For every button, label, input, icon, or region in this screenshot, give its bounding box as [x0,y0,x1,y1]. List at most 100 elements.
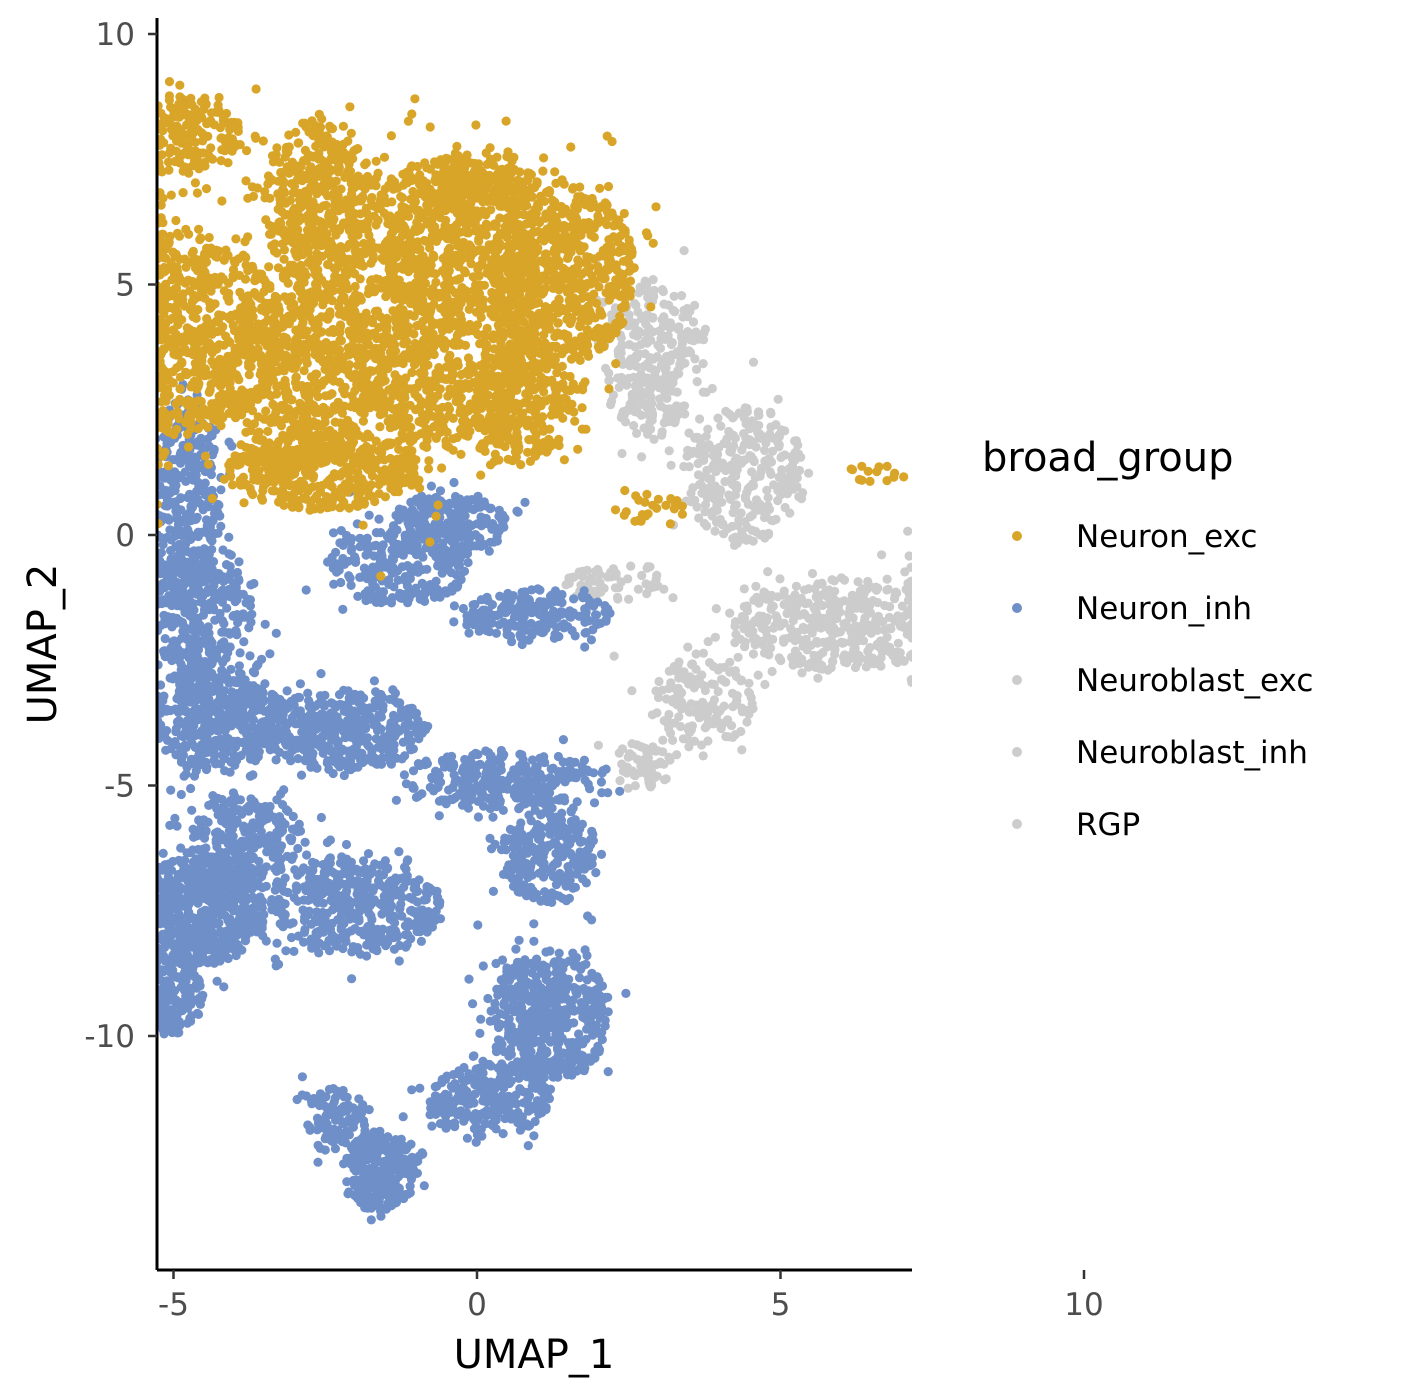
data-point [709,461,718,470]
data-point [929,668,938,677]
data-point [1238,488,1247,497]
data-point [1128,627,1137,636]
data-point [797,668,806,677]
data-point [990,664,999,673]
data-point [177,527,186,536]
data-point [800,585,809,594]
data-point [962,669,971,678]
data-point [901,623,910,632]
data-point [1149,493,1158,502]
data-point [1158,497,1167,506]
data-point [232,630,241,639]
data-point [1037,632,1046,641]
data-point [1044,624,1053,633]
data-point [1001,671,1010,680]
data-point [922,551,931,560]
data-point [981,552,990,561]
data-point [1052,520,1061,529]
data-point [1031,661,1040,670]
data-point [145,583,154,592]
data-point [664,301,673,310]
data-point [702,432,711,441]
data-point [980,564,989,573]
data-point [1161,481,1170,490]
data-point [1234,497,1243,506]
data-point [1257,507,1266,516]
data-point [236,648,245,657]
data-point [908,653,917,662]
data-point [1009,629,1018,638]
data-point [1165,563,1174,572]
data-point [1105,559,1114,568]
data-point [732,672,741,681]
data-point [985,693,994,702]
data-point [1042,649,1051,658]
data-point [975,665,984,674]
data-point [748,479,757,488]
data-point [989,703,998,712]
data-point [648,313,657,322]
data-point [971,531,980,540]
data-point [674,325,683,334]
data-point [1138,507,1147,516]
data-point [1051,577,1060,586]
data-point [1165,639,1174,648]
data-point [1223,482,1232,491]
data-point [802,624,811,633]
data-point [953,686,962,695]
data-point [1032,594,1041,603]
data-point [683,304,692,313]
data-point [986,678,995,687]
data-point [1064,521,1073,530]
data-point [1115,500,1124,509]
data-point [1009,634,1018,643]
data-point [175,716,184,725]
data-point [1012,568,1021,577]
data-point [564,573,573,582]
data-point [977,643,986,652]
data-point [839,638,848,647]
data-point [736,727,745,736]
data-point [181,477,190,486]
data-point [938,685,947,694]
data-point [1133,576,1142,585]
data-point [937,614,946,623]
data-point [973,706,982,715]
data-point [1073,565,1082,574]
data-point [1005,594,1014,603]
data-point [644,775,653,784]
data-point [1039,651,1048,660]
data-point [1113,482,1122,491]
data-point [1184,556,1193,565]
data-point [938,615,947,624]
data-point [1023,591,1032,600]
data-point [1060,571,1069,580]
data-point [660,386,669,395]
data-point [1074,638,1083,647]
data-point [941,612,950,621]
data-point [1047,631,1056,640]
data-point [990,531,999,540]
data-point [964,587,973,596]
data-point [1001,590,1010,599]
data-point [117,642,126,651]
data-point [1115,628,1124,637]
data-point [1001,580,1010,589]
data-point [142,678,151,687]
data-point [732,481,741,490]
data-point [1021,574,1030,583]
data-point [978,565,987,574]
data-point [1121,484,1130,493]
data-point [146,471,155,480]
data-point [1155,626,1164,635]
data-point [734,515,743,524]
data-point [391,689,400,698]
data-point [874,615,883,624]
data-point [1049,648,1058,657]
data-point [163,736,172,745]
data-point [1020,695,1029,704]
data-point [222,653,231,662]
data-point [929,599,938,608]
data-point [876,636,885,645]
data-point [1138,487,1147,496]
